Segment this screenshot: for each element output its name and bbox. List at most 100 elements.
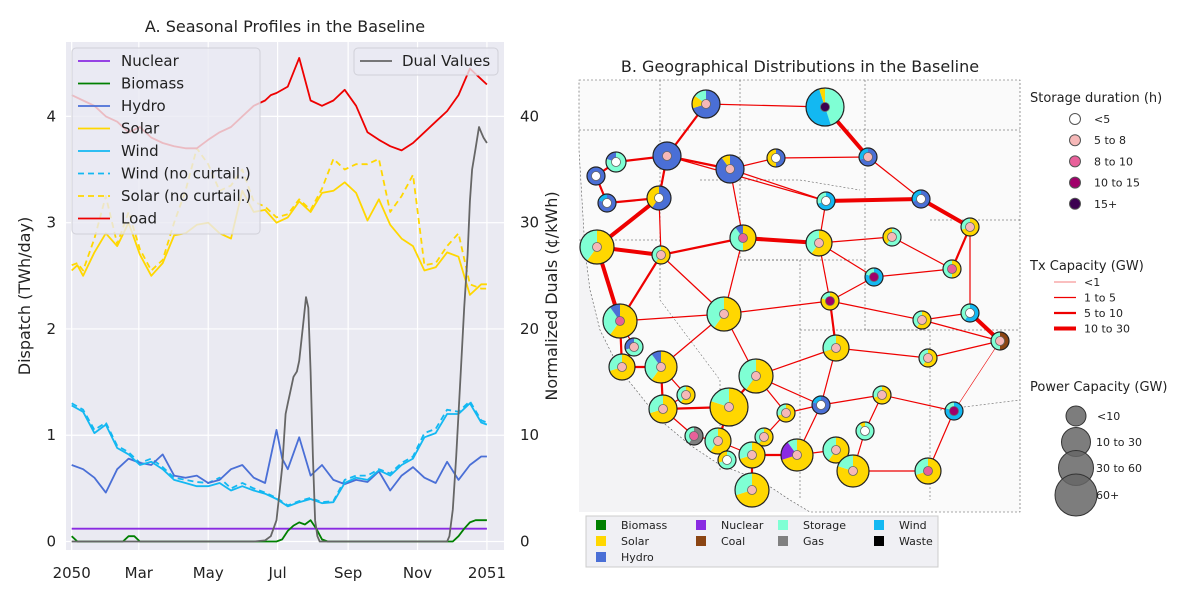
storage-dot <box>592 242 602 252</box>
pie-slice <box>743 225 756 251</box>
tx-line <box>867 156 922 200</box>
storage-dot <box>689 431 699 441</box>
storage-legend-title: Storage duration (h) <box>1030 91 1162 106</box>
node-pie <box>646 185 672 211</box>
seasonal-profiles-panel: A. Seasonal Profiles in the Baseline Dis… <box>15 17 561 582</box>
storage-dot <box>681 390 691 400</box>
pie-outline <box>602 303 638 339</box>
x-tick-label: May <box>193 564 224 582</box>
tx-line <box>775 156 869 159</box>
tx-line <box>953 340 1001 412</box>
pie-outline <box>706 296 742 332</box>
pie-slice <box>825 87 845 126</box>
fuel-legend-swatch <box>874 536 884 546</box>
storage-dot <box>662 151 672 161</box>
storage-dot <box>814 238 824 248</box>
node-pie <box>608 353 636 381</box>
pie-outline <box>684 426 704 446</box>
fuel-legend-label: Wind <box>899 519 927 532</box>
pie-outline <box>914 457 942 485</box>
node-pie <box>579 229 615 265</box>
legend-right-box <box>353 47 499 76</box>
pie-slice <box>646 185 659 208</box>
storage-dot <box>781 408 791 418</box>
storage-dot <box>602 198 612 208</box>
pie-outline <box>734 472 770 508</box>
legend-label: Hydro <box>121 97 166 115</box>
pie-outline <box>709 387 749 427</box>
node-pie <box>882 227 902 247</box>
series-biomass <box>71 519 487 543</box>
node-pie <box>624 337 644 357</box>
pie-slice <box>806 230 819 254</box>
storage-dot <box>747 450 757 460</box>
fuel-legend-label: Waste <box>899 535 933 548</box>
tx-legend-label: 5 to 10 <box>1084 307 1123 320</box>
storage-legend-marker <box>1069 197 1081 210</box>
y-tick-label: 3 <box>46 214 56 232</box>
node-pie <box>960 217 980 237</box>
pie-slice <box>706 296 724 328</box>
pie-outline <box>811 395 831 415</box>
fuel-legend-label: Nuclear <box>721 519 764 532</box>
tx-line <box>729 168 827 202</box>
node-pie <box>706 296 742 332</box>
tx-line <box>881 394 955 412</box>
storage-dot <box>656 362 666 372</box>
legend-label: Wind <box>121 142 159 160</box>
storage-dot <box>656 250 666 260</box>
power-legend-label: 10 to 30 <box>1096 436 1142 449</box>
storage-dot <box>825 296 835 306</box>
pie-outline <box>754 427 774 447</box>
storage-dot <box>738 233 748 243</box>
storage-dot <box>831 445 841 455</box>
tx-legend-title: Tx Capacity (GW) <box>1029 259 1144 274</box>
pie-slice <box>837 455 853 471</box>
tx-line <box>825 197 922 203</box>
pie-outline <box>715 154 745 184</box>
pie-slice <box>710 387 729 407</box>
node-pie <box>864 267 884 287</box>
node-pie <box>944 401 964 421</box>
y-tick-label: 0 <box>46 532 56 550</box>
power-legend-label: <10 <box>1097 410 1120 423</box>
legend-label: Dual Values <box>402 52 490 70</box>
pie-outline <box>644 350 678 384</box>
storage-legend-label: 10 to 15 <box>1094 177 1140 190</box>
power-legend-label: 60+ <box>1096 489 1119 502</box>
storage-dot <box>860 426 870 436</box>
x-tick-label: 2050 <box>53 564 91 582</box>
tx-line <box>835 347 929 359</box>
storage-dot <box>751 371 761 381</box>
node-pie <box>914 457 942 485</box>
pie-outline <box>822 436 850 464</box>
tx-line <box>873 268 953 278</box>
node-pie <box>704 427 732 455</box>
storage-dot <box>725 164 735 174</box>
tx-line <box>820 394 883 406</box>
power-capacity-legend: Power Capacity (GW) <10 10 to 30 30 to 60 6… <box>1030 380 1167 517</box>
node-pie <box>805 87 845 127</box>
pie-outline <box>646 185 672 211</box>
tx-line <box>705 103 826 108</box>
pie-outline <box>805 87 845 127</box>
pie-outline <box>882 227 902 247</box>
node-pie <box>738 358 774 394</box>
legend-label: Solar <box>121 120 160 138</box>
storage-legend-marker <box>1069 176 1081 189</box>
power-legend-marker <box>1054 473 1098 517</box>
node-pie <box>605 151 627 173</box>
storage-dot <box>724 402 734 412</box>
pie-slice <box>610 303 620 321</box>
storage-dot <box>722 455 732 465</box>
node-pie <box>805 229 833 257</box>
storage-dot <box>863 152 873 162</box>
storage-legend-marker <box>1069 134 1081 147</box>
y-tick-label: 4 <box>46 107 56 125</box>
pie-slice <box>805 88 831 127</box>
storage-dot <box>947 264 957 274</box>
fuel-legend-label: Gas <box>803 535 824 548</box>
storage-legend-label: 5 to 8 <box>1094 134 1126 147</box>
pie-outline <box>691 89 721 119</box>
